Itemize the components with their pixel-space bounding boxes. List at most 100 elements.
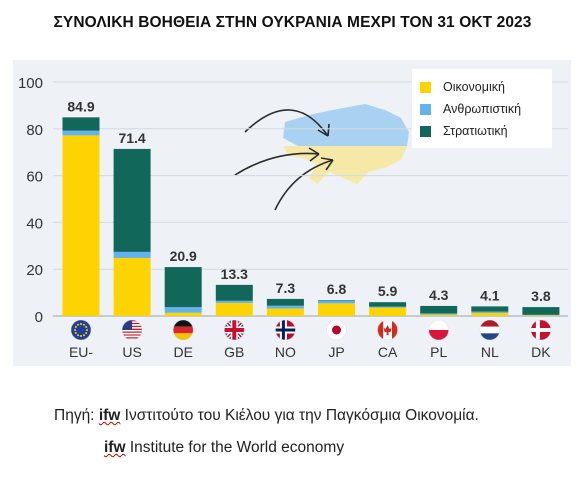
ifw-logo-text-2: ifw xyxy=(104,439,126,456)
flag-star xyxy=(77,334,79,337)
source-line-1: Πηγή: ifw Ινστιτούτο του Κιέλου για την … xyxy=(54,407,479,425)
x-tick-label-eu: EU- xyxy=(69,344,93,360)
flag-inner xyxy=(326,320,347,340)
bar-pl-military xyxy=(420,305,458,314)
legend-swatch-humanitarian xyxy=(420,103,431,115)
arrow-2-head xyxy=(308,147,320,162)
bar-de-military xyxy=(164,267,202,308)
total-label-dk: 3.8 xyxy=(531,288,551,304)
y-tick-label-60: 60 xyxy=(26,169,43,186)
flag-part xyxy=(122,337,143,339)
legend-label-military: Στρατιωτική xyxy=(443,124,508,138)
flag-part xyxy=(428,320,449,330)
dk-flag-icon xyxy=(530,320,551,340)
flag-inner xyxy=(530,320,551,340)
bar-de-economic xyxy=(164,312,202,316)
x-axis: EU- US DE GB NO JP CA PL NL DK xyxy=(69,320,551,360)
bar-us-economic xyxy=(113,257,151,316)
flag-star xyxy=(80,335,82,337)
de-flag-icon xyxy=(173,320,194,340)
flag-star xyxy=(74,332,77,334)
flag-part xyxy=(122,320,133,330)
bar-gb-humanitarian xyxy=(215,300,253,303)
flag-part xyxy=(122,331,143,333)
flag-part xyxy=(173,326,194,334)
nl-flag-icon xyxy=(479,320,500,340)
bar-us-military xyxy=(113,148,151,252)
flag-part xyxy=(392,320,398,340)
flag-star xyxy=(85,332,88,334)
flag-inner xyxy=(275,320,296,340)
flag-star xyxy=(83,334,85,337)
flag-inner xyxy=(224,320,245,340)
arrow-1-head xyxy=(317,123,330,137)
total-label-us: 71.4 xyxy=(118,130,145,146)
bar-jp-humanitarian xyxy=(318,300,355,304)
x-tick-label-gb: GB xyxy=(224,344,244,360)
arrow-2 xyxy=(234,152,320,176)
y-tick-label-0: 0 xyxy=(35,309,43,326)
legend-item-humanitarian: Ανθρωπιστική xyxy=(420,101,521,117)
flag-part xyxy=(122,320,143,322)
flag-part xyxy=(173,333,194,340)
bar-eu-economic xyxy=(62,135,100,316)
bar-pl-economic xyxy=(420,314,458,316)
total-label-no: 7.3 xyxy=(276,280,296,296)
flag-part xyxy=(122,327,143,329)
source-text-greek: Ινστιτούτο του Κιέλου για την Παγκόσμια … xyxy=(124,407,479,424)
flag-part xyxy=(122,338,143,340)
flag-inner xyxy=(122,320,143,340)
ukraine-map-north-blue xyxy=(283,104,409,146)
flag-maple-leaf xyxy=(383,325,392,335)
flag-part xyxy=(479,320,500,327)
bar-pl-humanitarian xyxy=(420,313,458,315)
bar-gb-military xyxy=(215,284,253,301)
flag-inner xyxy=(377,320,398,340)
bar-ca-economic xyxy=(369,307,407,316)
legend: Οικονομική Ανθρωπιστική Στρατιωτική xyxy=(412,69,552,148)
x-tick-label-dk: DK xyxy=(531,344,551,360)
flag-star xyxy=(83,323,85,326)
total-label-jp: 6.8 xyxy=(327,281,347,297)
y-tick-label-100: 100 xyxy=(18,75,43,92)
bar-chart: 0 20 40 60 80 100 84.9 71.4 20.9 13.3 7.3 6.8 5.9 4.… xyxy=(18,75,568,360)
total-label-ca: 5.9 xyxy=(378,283,398,299)
no-flag-icon xyxy=(275,320,296,340)
flag-part xyxy=(224,328,245,332)
legend-label-economic: Οικονομική xyxy=(443,80,505,94)
bar-ca-military xyxy=(369,302,407,307)
arrow-3 xyxy=(274,159,334,211)
flag-sun xyxy=(332,325,341,335)
legend-item-economic: Οικονομική xyxy=(420,79,505,95)
legend-swatch-economic xyxy=(420,81,431,93)
x-tick-label-de: DE xyxy=(173,344,192,360)
pl-flag-icon xyxy=(428,320,449,340)
bars: 84.9 71.4 20.9 13.3 7.3 6.8 5.9 4.3 4.1 3.8 xyxy=(62,98,560,316)
flag-part xyxy=(173,320,194,327)
source-line-2: ifw Institute for the World economy xyxy=(104,439,344,457)
bar-eu-humanitarian xyxy=(62,130,100,136)
legend-swatch-military xyxy=(420,125,431,137)
flag-star xyxy=(74,326,77,328)
flag-part xyxy=(530,328,551,332)
bar-dk-military xyxy=(522,307,560,315)
bar-us-humanitarian xyxy=(113,251,151,258)
total-label-de: 20.9 xyxy=(170,248,197,264)
y-tick-label-40: 40 xyxy=(26,215,43,232)
y-tick-label-20: 20 xyxy=(26,262,43,279)
legend-label-humanitarian: Ανθρωπιστική xyxy=(443,102,522,116)
flag-part xyxy=(377,320,384,340)
total-label-nl: 4.1 xyxy=(480,287,500,303)
ukraine-map-south-yellow xyxy=(283,146,407,184)
flag-inner xyxy=(71,320,91,340)
jp-flag-icon xyxy=(326,320,347,340)
x-tick-label-no: NO xyxy=(275,344,296,360)
total-label-gb: 13.3 xyxy=(221,266,248,282)
flag-part xyxy=(122,330,143,332)
y-axis: 0 20 40 60 80 100 xyxy=(18,75,43,326)
eu-flag-icon xyxy=(71,320,91,340)
source-prefix: Πηγή: xyxy=(54,407,95,424)
arrow-3-head xyxy=(320,157,334,171)
flag-inner xyxy=(479,320,500,340)
ifw-logo-text: ifw xyxy=(98,407,121,424)
